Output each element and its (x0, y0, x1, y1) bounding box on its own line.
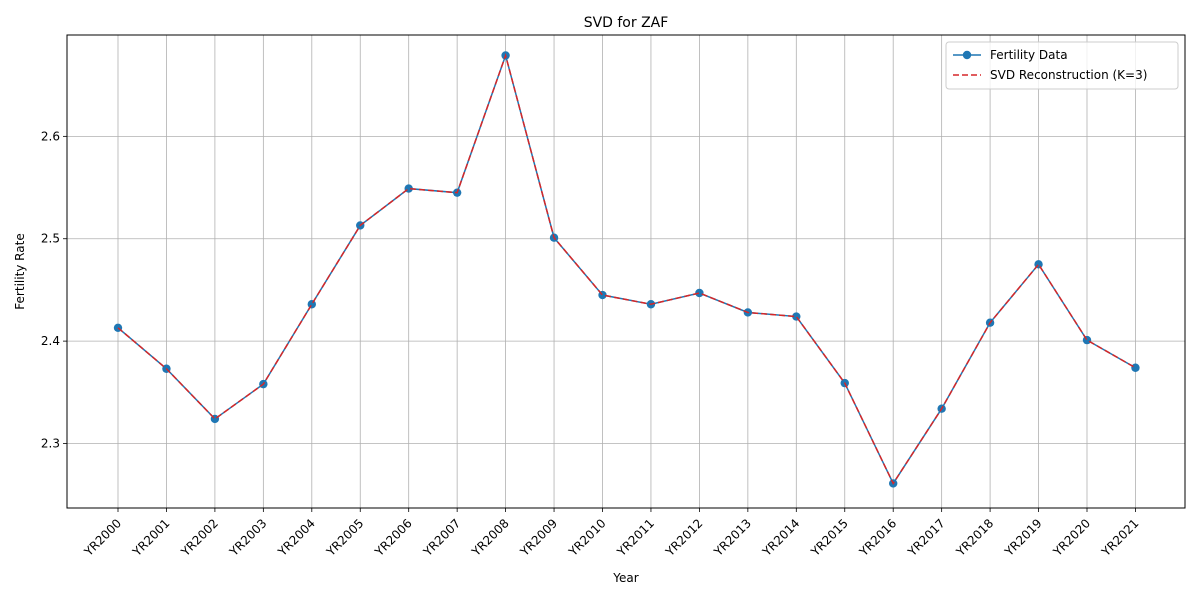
plot-frame (66, 34, 1186, 509)
y-axis-title: Fertility Rate (13, 233, 27, 309)
chart-title: SVD for ZAF (584, 15, 669, 31)
y-tick-label: 2.3 (41, 437, 60, 451)
legend-label-fertility-data: Fertility Data (990, 48, 1068, 62)
legend: Fertility Data SVD Reconstruction (K=3) (945, 41, 1179, 90)
y-tick-label: 2.4 (41, 334, 60, 348)
legend-label-svd-reconstruction: SVD Reconstruction (K=3) (990, 68, 1147, 82)
legend-box (945, 41, 1179, 90)
data-point-fertility (307, 300, 316, 309)
data-point-fertility (695, 288, 704, 298)
data-point-fertility (1131, 363, 1140, 372)
legend-marker-fertility-data (962, 50, 972, 60)
y-tick-label: 2.5 (41, 232, 60, 246)
data-point-fertility (1082, 335, 1092, 345)
y-tick-label: 2.6 (41, 129, 60, 143)
series-layer (113, 51, 1140, 488)
grid (67, 35, 1185, 508)
x-axis-title: Year (612, 571, 638, 585)
series-line-svd-reconstruction (117, 52, 1136, 485)
